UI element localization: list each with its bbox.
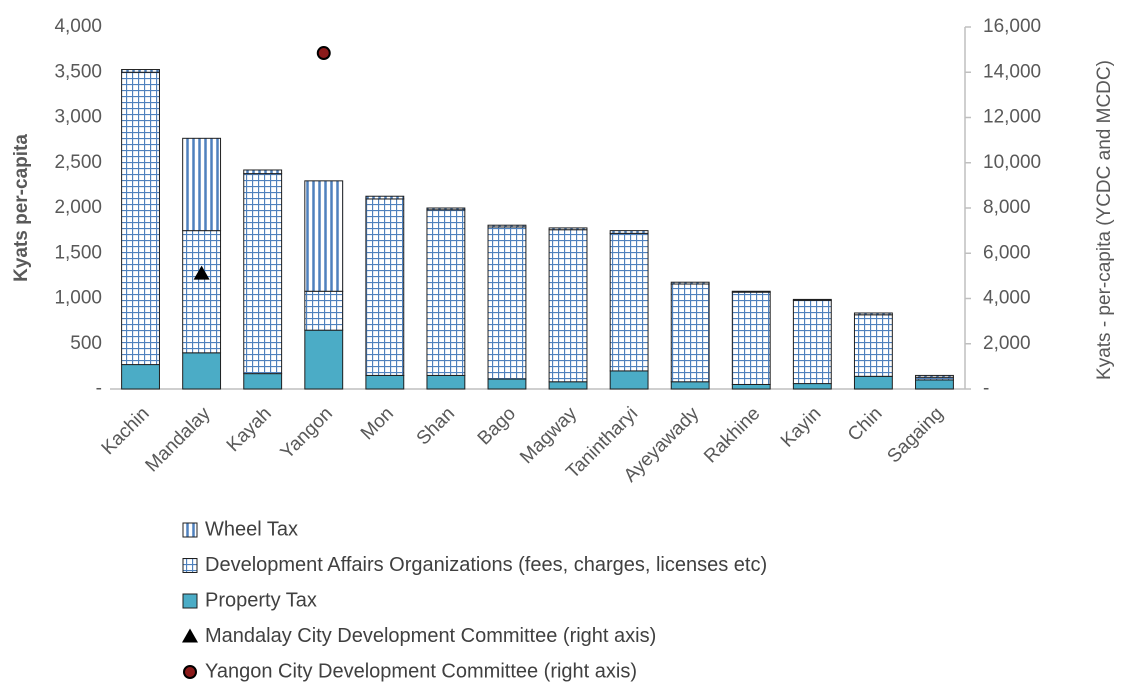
bar-segment <box>548 229 588 383</box>
y2-tick-label: 16,000 <box>983 16 1041 37</box>
bar-segment <box>243 173 283 375</box>
marker-circle <box>316 46 331 61</box>
bar-segment <box>853 375 893 390</box>
legend-label: Mandalay City Development Committee (rig… <box>205 625 656 647</box>
marker-triangle <box>182 628 198 643</box>
y-axis-title: Kyats per-capita <box>11 134 32 282</box>
bar-segment <box>792 298 832 301</box>
marker-circle <box>183 665 197 679</box>
y-tick-label: 1,000 <box>54 288 102 309</box>
bar-segment <box>915 374 954 378</box>
bar-segment <box>243 373 283 390</box>
legend-swatch <box>182 593 198 609</box>
bar-segment <box>426 374 466 390</box>
y2-axis-title: Kyats - per-capita (YCDC and MCDC) <box>1094 60 1115 380</box>
legend-label: Yangon City Development Committee (right… <box>205 660 637 682</box>
bar-segment <box>121 364 160 390</box>
y-tick-label: - <box>96 378 102 399</box>
bar-segment <box>304 329 344 390</box>
y-tick-label: 1,500 <box>54 242 102 263</box>
bar-segment <box>426 207 466 211</box>
x-tick-label: Yangon <box>277 403 337 463</box>
bar-segment <box>182 352 222 390</box>
y2-tick-label: 6,000 <box>983 242 1031 263</box>
x-tick-label: Mon <box>357 403 398 444</box>
y-tick-label: 500 <box>70 333 102 354</box>
bar-segment <box>365 374 405 390</box>
x-tick-label: Mandalay <box>142 403 215 476</box>
bar-segment <box>792 299 832 385</box>
bar-segment <box>121 71 160 366</box>
bar-segment <box>731 383 771 390</box>
y-tick-label: 3,000 <box>54 107 102 128</box>
bar-segment <box>609 232 649 372</box>
bar-segment <box>853 314 893 377</box>
legend-swatch <box>182 558 198 573</box>
marker-triangle <box>193 265 210 280</box>
y2-tick-label: 12,000 <box>983 107 1041 128</box>
y2-tick-label: 4,000 <box>983 288 1031 309</box>
bar-segment <box>670 381 710 390</box>
y2-tick-label: 8,000 <box>983 197 1031 218</box>
y2-tick-label: 10,000 <box>983 152 1041 173</box>
bar-segment <box>670 281 710 285</box>
x-tick-label: Kayah <box>223 403 276 456</box>
x-tick-label: Kayin <box>777 403 825 451</box>
x-tick-label: Rakhine <box>700 403 764 467</box>
bar-segment <box>243 169 283 175</box>
bar-segment <box>182 230 222 354</box>
bar-segment <box>609 370 649 390</box>
bar-segment <box>731 291 771 385</box>
y2-tick-label: 2,000 <box>983 333 1031 354</box>
bar-segment <box>365 198 405 376</box>
bar-segment <box>915 379 954 390</box>
x-tick-label: Shan <box>413 403 459 449</box>
bar-segment <box>487 378 527 390</box>
bar-segment <box>426 209 466 376</box>
legend-swatch <box>182 522 198 538</box>
legend-label: Wheel Tax <box>205 518 298 540</box>
bar-segment <box>548 227 588 231</box>
legend-label: Property Tax <box>205 589 317 611</box>
y-tick-label: 4,000 <box>54 16 102 37</box>
x-tick-label: Kachin <box>98 403 154 459</box>
bar-segment <box>548 381 588 390</box>
bar-segment <box>182 137 222 232</box>
bar-segment <box>487 224 527 228</box>
x-tick-label: Chin <box>844 403 886 445</box>
y2-tick-label: - <box>983 378 989 399</box>
bar-segment <box>487 226 527 380</box>
bar-segment <box>731 290 771 293</box>
legend-label: Development Affairs Organizations (fees,… <box>205 554 767 576</box>
x-tick-label: Bago <box>474 403 520 449</box>
y2-tick-label: 14,000 <box>983 61 1041 82</box>
bar-segment <box>365 195 405 200</box>
bar-segment <box>853 312 893 316</box>
y-tick-label: 2,500 <box>54 152 102 173</box>
bar-segment <box>670 283 710 383</box>
y-tick-label: 3,500 <box>54 61 102 82</box>
bar-segment <box>609 230 649 234</box>
x-tick-label: Sagaing <box>883 403 947 467</box>
y-tick-label: 2,000 <box>54 197 102 218</box>
bar-segment <box>304 180 344 292</box>
bar-segment <box>304 290 344 331</box>
bar-segment <box>792 383 832 390</box>
bar-segment <box>121 69 160 73</box>
